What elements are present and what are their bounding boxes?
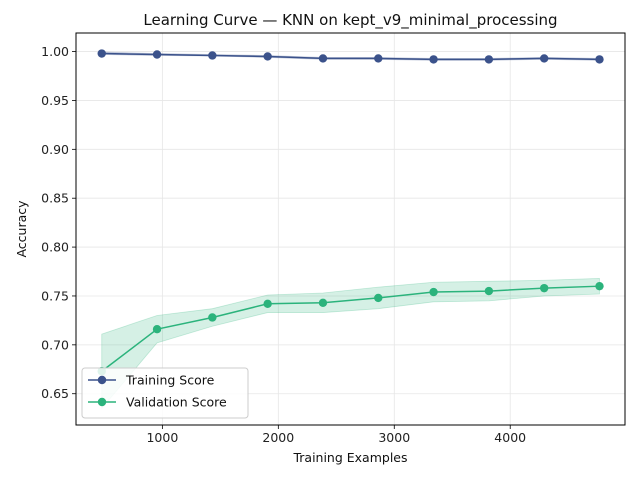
y-tick-label: 0.65 <box>41 386 69 401</box>
legend-validation-label: Validation Score <box>126 395 227 410</box>
validation-score-point <box>539 283 549 293</box>
y-axis-label: Accuracy <box>14 200 29 258</box>
training-score-point <box>97 49 106 58</box>
validation-score-point <box>152 324 162 334</box>
y-tick-label: 0.95 <box>41 93 69 108</box>
legend-validation-marker <box>97 397 107 407</box>
validation-score-point <box>208 313 217 322</box>
validation-score-line <box>101 285 600 372</box>
training-score-point <box>208 51 217 60</box>
y-axis-ticks: 0.65 0.70 0.75 0.80 0.85 0.90 0.95 1.00 <box>41 44 76 401</box>
validation-score-point <box>429 287 438 297</box>
x-axis-ticks: 1000 2000 3000 4000 <box>146 425 526 445</box>
training-score-point <box>539 54 549 63</box>
grid <box>76 33 625 425</box>
y-tick-label: 0.70 <box>41 337 69 352</box>
training-score-point <box>484 55 494 64</box>
training-score-point <box>318 54 328 63</box>
validation-score-point <box>595 281 604 291</box>
training-score-point <box>429 55 438 64</box>
y-tick-label: 1.00 <box>41 44 69 59</box>
x-tick-label: 3000 <box>378 430 410 445</box>
x-tick-label: 1000 <box>146 430 178 445</box>
legend-training-marker <box>97 375 107 385</box>
chart-title: Learning Curve — KNN on kept_v9_minimal_… <box>143 11 557 30</box>
training-score-point <box>152 50 162 59</box>
training-score-point <box>595 55 604 64</box>
legend: Training Score Validation Score <box>81 367 249 419</box>
validation-score-band <box>101 277 600 410</box>
legend-box <box>81 367 249 419</box>
y-tick-label: 0.90 <box>41 142 69 157</box>
x-tick-label: 2000 <box>262 430 294 445</box>
x-axis-label: Training Examples <box>292 450 407 465</box>
validation-score-point <box>263 299 272 308</box>
validation-score-point <box>374 293 383 303</box>
series-lines <box>101 52 600 372</box>
legend-training-label: Training Score <box>125 373 215 388</box>
training-score-line <box>101 52 600 61</box>
x-tick-label: 4000 <box>494 430 526 445</box>
training-score-point <box>263 52 272 61</box>
training-score-point <box>374 54 383 63</box>
validation-score-point <box>484 286 494 296</box>
plot-frame <box>75 32 626 426</box>
y-tick-label: 0.85 <box>41 191 69 206</box>
y-tick-label: 0.80 <box>41 240 69 255</box>
validation-score-point <box>318 298 328 308</box>
y-tick-label: 0.75 <box>41 288 69 303</box>
